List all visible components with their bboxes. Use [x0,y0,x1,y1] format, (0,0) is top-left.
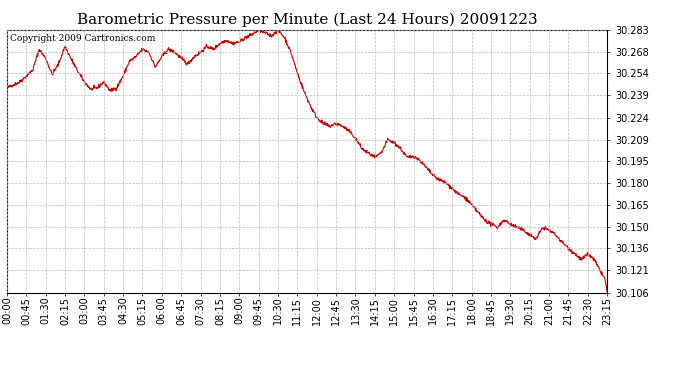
Title: Barometric Pressure per Minute (Last 24 Hours) 20091223: Barometric Pressure per Minute (Last 24 … [77,13,538,27]
Text: Copyright 2009 Cartronics.com: Copyright 2009 Cartronics.com [10,34,155,43]
